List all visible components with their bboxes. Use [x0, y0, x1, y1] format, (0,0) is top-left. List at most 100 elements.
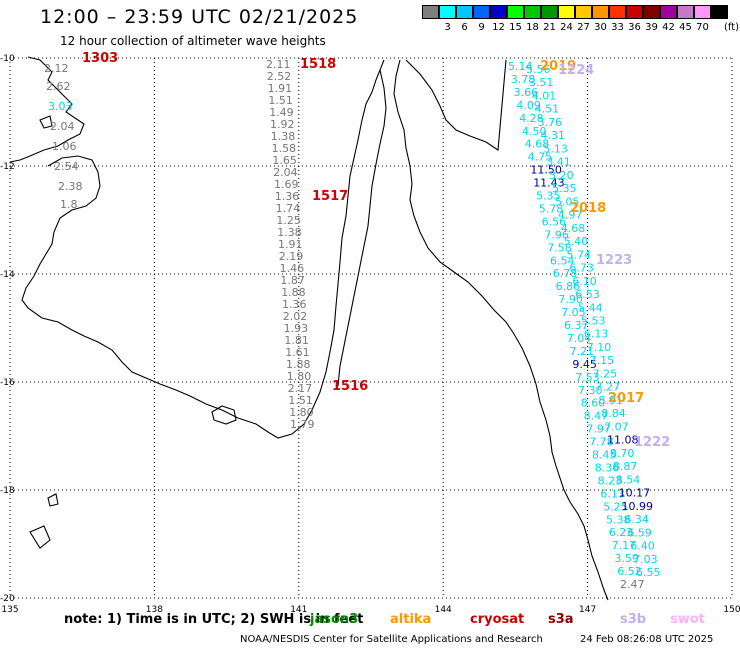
swh-value-track-b: 1.65 [272, 154, 297, 167]
y-tick-label: -12 [0, 162, 15, 172]
swh-value-track-c: 3.59 [614, 552, 639, 565]
swh-value-track-d: 3.51 [529, 76, 554, 89]
swh-value-track-d: 6.59 [627, 526, 652, 539]
swh-value-track-c: 3.66 [514, 86, 539, 99]
legend-tick-label: 30 [594, 22, 607, 33]
swh-value-track-c: 4.75 [528, 151, 553, 164]
swh-value-track-a: 2.62 [46, 80, 71, 93]
color-legend: 3 6 9 12 15 18 21 24 27 30 33 36 39 42 45 70 (ft) [422, 5, 739, 35]
swh-value-track-c: 6.54 [550, 254, 575, 267]
swh-value-track-c: 5.35 [536, 190, 561, 203]
legend-tick-label: 45 [679, 22, 692, 33]
track-time-label: 2019 [540, 59, 576, 74]
swh-value-track-d: 6.34 [624, 513, 649, 526]
coastline-east-inner [337, 69, 387, 387]
swh-value-track-b: 1.88 [281, 286, 306, 299]
swh-value-track-b: 1.49 [269, 106, 294, 119]
swh-value-track-d: 5.53 [581, 315, 606, 328]
swh-value-track-c: 4.28 [519, 112, 544, 125]
swh-value-track-a: 3.03 [48, 100, 73, 113]
legend-tick-label: 12 [492, 22, 505, 33]
track-time-label: 2018 [570, 201, 606, 216]
swh-value-track-b: 1.74 [276, 202, 301, 215]
track-time-label: 1223 [596, 253, 632, 268]
legend-tick-label: 70 [696, 22, 709, 33]
swh-value-track-b: 2.52 [267, 70, 292, 83]
swh-value-track-c: 8.23 [598, 474, 623, 487]
swh-value-track-a: 1.8 [60, 198, 78, 211]
x-tick-label: 138 [146, 605, 163, 615]
swh-value-track-b: 1.92 [270, 118, 295, 131]
legend-swatch [694, 5, 711, 19]
swh-value-track-a: 2.04 [50, 120, 75, 133]
legend-swatch [439, 5, 456, 19]
swh-value-track-d: 5.35 [552, 182, 577, 195]
swh-value-track-b: 1.88 [286, 358, 311, 371]
satellite-legend-altika: altika [390, 612, 432, 627]
swh-value-track-d: 4.31 [540, 129, 565, 142]
swh-value-track-c: 7.05 [561, 306, 586, 319]
swh-value-track-d: 10.17 [619, 487, 651, 500]
swh-value-track-c: 4.09 [516, 99, 541, 112]
swh-value-track-c: 5.38 [606, 513, 631, 526]
swh-value-track-b: 1.51 [288, 394, 313, 407]
swh-value-track-c: 7.53 [575, 371, 600, 384]
swh-value-track-d: 5.44 [578, 301, 603, 314]
swh-value-track-c: 6.37 [564, 319, 589, 332]
track-time-label: 2017 [608, 391, 644, 406]
legend-swatch [592, 5, 609, 19]
swh-value-track-d: 6.13 [584, 328, 609, 341]
x-tick-label: 150 [723, 605, 740, 615]
swh-value-track-c: 6.13 [600, 487, 625, 500]
y-tick-label: -16 [0, 378, 15, 388]
credit-line: NOAA/NESDIS Center for Satellite Applica… [240, 634, 543, 645]
swh-value-track-c: 11.43 [533, 177, 565, 190]
swh-value-track-b: 1.91 [278, 238, 303, 251]
legend-tick-label: 18 [526, 22, 539, 33]
swh-value-track-c: 6.78 [553, 267, 578, 280]
coastline [9, 56, 609, 601]
y-tick-label: -10 [0, 54, 15, 64]
swh-value-track-d: 4.51 [535, 103, 560, 116]
swh-value-track-c: 3.78 [511, 73, 536, 86]
track-time-label: 1516 [332, 379, 368, 394]
swh-value-track-d: 6.40 [630, 540, 655, 553]
coastline-west [9, 56, 85, 163]
legend-tick-label: 36 [628, 22, 641, 33]
swh-value-track-c: 7.04 [567, 332, 592, 345]
swh-value-track-a: 2.54 [54, 160, 79, 173]
swh-value-track-b: 1.87 [280, 274, 305, 287]
swh-value-track-d: 6.55 [636, 566, 661, 579]
generation-timestamp: 24 Feb 08:26:08 UTC 2025 [580, 634, 714, 645]
coastline-islands [29, 115, 59, 549]
swh-value-track-b: 1.46 [280, 262, 305, 275]
swh-value-track-d: 4.97 [558, 209, 583, 222]
swh-value-track-d: 8.84 [601, 407, 626, 420]
x-tick-label: 144 [435, 605, 452, 615]
swh-value-track-d: 5.05 [555, 195, 580, 208]
swh-value-track-b: 1.91 [268, 82, 293, 95]
legend-swatch [422, 5, 439, 19]
swh-value-track-c: 7.58 [547, 241, 572, 254]
swh-value-track-c: 6.56 [542, 215, 567, 228]
swh-value-track-d: 7.03 [633, 553, 658, 566]
swh-value-track-c: 7.17 [612, 539, 637, 552]
swh-value-track-d: 7.15 [590, 354, 615, 367]
swh-value-track-d: 5.40 [564, 235, 589, 248]
swh-value-track-d: 5.56 [526, 63, 551, 76]
swh-value-track-b: 1.93 [284, 322, 309, 335]
legend-swatch [575, 5, 592, 19]
legend-swatch [473, 5, 490, 19]
swh-value-track-c: 9.45 [572, 358, 597, 371]
legend-tick-label: 15 [509, 22, 522, 33]
swh-value-track-b: 1.51 [268, 94, 293, 107]
legend-tick-label: 6 [461, 22, 468, 33]
swh-value-track-d: 4.68 [561, 222, 586, 235]
swh-value-track-d: 7.25 [593, 367, 618, 380]
track-time-label: 1303 [82, 51, 118, 66]
swh-value-track-b: 1.79 [290, 418, 315, 431]
swh-value-track-a: 1.06 [52, 140, 77, 153]
legend-swatch [609, 5, 626, 19]
legend-swatch [643, 5, 660, 19]
